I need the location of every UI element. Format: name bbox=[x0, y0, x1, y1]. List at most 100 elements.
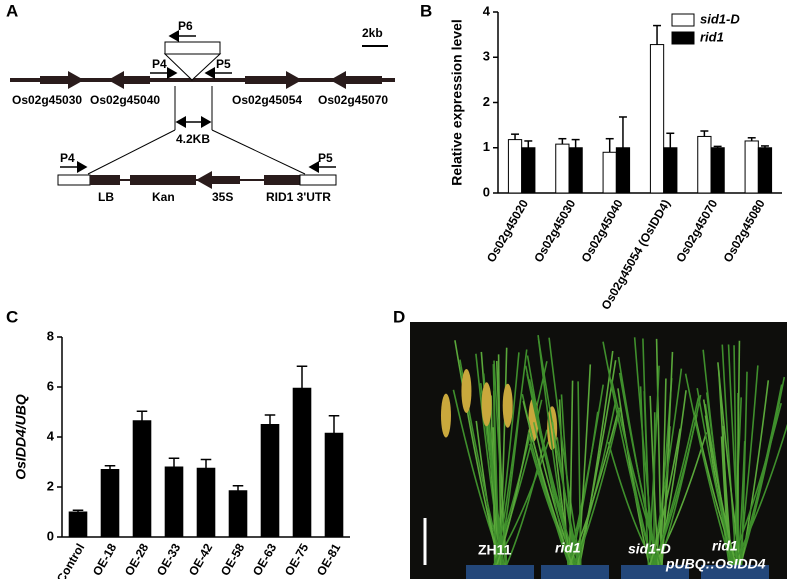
legend-label: rid1 bbox=[700, 29, 724, 44]
gene-label: Os02g45070 bbox=[318, 93, 388, 107]
bar bbox=[649, 44, 665, 194]
panel-label: B bbox=[420, 1, 432, 20]
plant-leaf bbox=[732, 424, 787, 566]
plant-leaf bbox=[696, 387, 736, 566]
x-tick-label: OE-81 bbox=[314, 541, 344, 578]
photo-label: rid1 bbox=[712, 538, 738, 554]
plant-leaf bbox=[721, 344, 738, 566]
primer-label: P6 bbox=[178, 19, 193, 33]
flank-box bbox=[299, 174, 337, 186]
primer-label: P4 bbox=[60, 151, 75, 165]
bar bbox=[568, 147, 583, 194]
plant-leaf bbox=[577, 364, 592, 566]
plant-leaf bbox=[548, 337, 582, 566]
construct-part bbox=[264, 175, 300, 185]
gene-arrow bbox=[330, 71, 382, 89]
primer-label: P4 bbox=[152, 57, 167, 71]
plant-photo bbox=[410, 322, 787, 579]
connector bbox=[211, 129, 306, 175]
insert-box bbox=[164, 41, 221, 55]
construct-arrow bbox=[196, 171, 240, 189]
part-label: LB bbox=[98, 190, 114, 204]
y-tick-label: 0 bbox=[47, 528, 54, 543]
plant-leaf bbox=[556, 437, 580, 566]
pot bbox=[701, 565, 769, 579]
plant-leaf bbox=[568, 407, 620, 566]
plant-leaf bbox=[528, 379, 578, 566]
bar bbox=[132, 420, 152, 538]
plant-leaf bbox=[649, 395, 660, 566]
scale-label: 2kb bbox=[362, 26, 383, 40]
gene-label: Os02g45030 bbox=[12, 93, 82, 107]
plant-leaf bbox=[452, 389, 503, 566]
part-label: RID1 3'UTR bbox=[266, 190, 331, 204]
legend-label: sid1-D bbox=[700, 11, 740, 26]
gene-arrow bbox=[40, 71, 84, 89]
x-tick-label: Os02g45030 bbox=[531, 197, 578, 265]
plant-leaf bbox=[522, 400, 573, 566]
plant-leaf bbox=[684, 373, 733, 566]
y-tick-label: 3 bbox=[483, 49, 490, 64]
plant-leaf bbox=[560, 394, 575, 566]
gene-label: Os02g45054 bbox=[232, 93, 302, 107]
x-tick-label: Os02g45020 bbox=[484, 197, 531, 265]
primer-label: P5 bbox=[318, 151, 333, 165]
plant-leaf bbox=[737, 384, 783, 566]
plant-leaf bbox=[738, 365, 759, 566]
x-tick-label: OE-33 bbox=[154, 541, 184, 578]
plant-leaf bbox=[537, 335, 571, 566]
x-tick-label: Os02g45080 bbox=[721, 197, 768, 265]
photo-labels: ZH11 rid1 sid1-D rid1 pUBQ::OsIDD4 bbox=[478, 538, 766, 572]
bar bbox=[521, 147, 536, 194]
y-tick-label: 4 bbox=[483, 3, 491, 18]
bar bbox=[744, 140, 759, 194]
size-label: 4.2KB bbox=[176, 132, 210, 146]
bar bbox=[324, 432, 344, 538]
bar bbox=[100, 469, 120, 538]
y-axis-title: OsIDD4/UBQ bbox=[13, 394, 29, 480]
part-label: Kan bbox=[152, 190, 175, 204]
y-tick-label: 2 bbox=[47, 478, 54, 493]
gene-diagram: P6 P4 P5 2kb Os02g45030 Os02g45040 Os02g… bbox=[10, 19, 395, 204]
legend-swatch bbox=[671, 13, 695, 27]
bar bbox=[164, 466, 184, 538]
plant-leaf bbox=[602, 341, 654, 566]
x-tick-label: OE-63 bbox=[250, 541, 280, 578]
pot bbox=[466, 565, 534, 579]
bar bbox=[615, 147, 631, 194]
bar bbox=[260, 424, 280, 538]
photo-label: sid1-D bbox=[628, 541, 671, 557]
x-tick-label: OE-42 bbox=[186, 541, 216, 578]
legend-swatch bbox=[671, 31, 695, 45]
y-tick-label: 0 bbox=[483, 184, 490, 199]
x-tick-label: Os02g45070 bbox=[673, 197, 720, 265]
plant-leaf bbox=[568, 380, 574, 566]
rice-panicle bbox=[502, 383, 513, 428]
bar bbox=[555, 143, 570, 194]
x-tick-label: OE-28 bbox=[122, 541, 152, 578]
gene-arrow bbox=[245, 71, 302, 89]
plant-leaf bbox=[733, 345, 739, 566]
construct-part bbox=[90, 175, 120, 185]
y-tick-label: 8 bbox=[47, 328, 54, 343]
bar bbox=[697, 135, 712, 194]
y-tick-label: 6 bbox=[47, 378, 54, 393]
pot bbox=[621, 565, 689, 579]
y-axis-title: Relative expression level bbox=[449, 19, 465, 186]
bar bbox=[196, 467, 216, 538]
bar bbox=[228, 490, 248, 538]
plant-leaf bbox=[653, 397, 700, 566]
plant-leaf bbox=[492, 364, 501, 566]
y-tick-label: 2 bbox=[483, 94, 490, 109]
y-tick-label: 4 bbox=[47, 428, 55, 443]
plant-leaf bbox=[577, 381, 582, 566]
photo-label: ZH11 bbox=[478, 542, 512, 558]
x-tick-label: OE-18 bbox=[90, 541, 120, 578]
x-tick-label: OE-75 bbox=[282, 541, 312, 578]
plant-leaf bbox=[727, 344, 741, 566]
connector bbox=[87, 129, 176, 175]
panel-label: A bbox=[6, 1, 18, 20]
bar bbox=[757, 147, 773, 194]
bar bbox=[710, 147, 725, 194]
